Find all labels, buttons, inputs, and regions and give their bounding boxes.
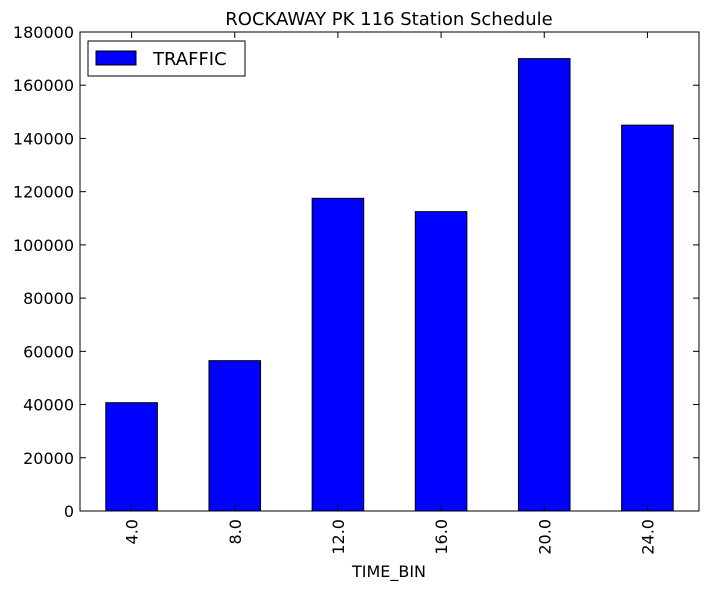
legend-swatch-traffic	[95, 50, 137, 66]
x-tick-label: 20.0	[535, 519, 554, 555]
bar-20.0	[517, 58, 571, 512]
ticks-layer: 0 20000 40000 60000 80000 100000 120000 140000 1…	[13, 23, 699, 555]
y-tick-label: 180000	[13, 23, 74, 42]
chart-title: ROCKAWAY PK 116 Station Schedule	[225, 9, 552, 30]
y-tick-label: 0	[64, 502, 74, 521]
bar-4.0	[105, 402, 158, 512]
bars-layer	[105, 58, 674, 512]
plot-frame	[79, 31, 700, 512]
y-tick-label: 100000	[13, 236, 74, 255]
legend: TRAFFIC	[87, 40, 246, 77]
y-tick-label: 80000	[23, 289, 74, 308]
x-axis-label: TIME_BIN	[351, 562, 426, 582]
x-tick-label: 8.0	[226, 519, 245, 544]
x-tick-label: 12.0	[329, 519, 348, 555]
x-tick-label: 4.0	[123, 519, 142, 544]
bar-12.0	[311, 197, 365, 512]
y-tick-label: 60000	[23, 342, 74, 361]
bar-16.0	[414, 211, 468, 512]
y-tick-label: 20000	[23, 449, 74, 468]
bar-24.0	[621, 124, 674, 512]
legend-label-traffic: TRAFFIC	[152, 49, 227, 70]
x-tick-label: 24.0	[638, 519, 657, 555]
y-tick-label: 160000	[13, 76, 74, 95]
y-tick-label: 140000	[13, 129, 74, 148]
y-tick-label: 120000	[13, 183, 74, 202]
y-tick-label: 40000	[23, 396, 74, 415]
bar-8.0	[208, 360, 262, 512]
x-tick-label: 16.0	[432, 519, 451, 555]
